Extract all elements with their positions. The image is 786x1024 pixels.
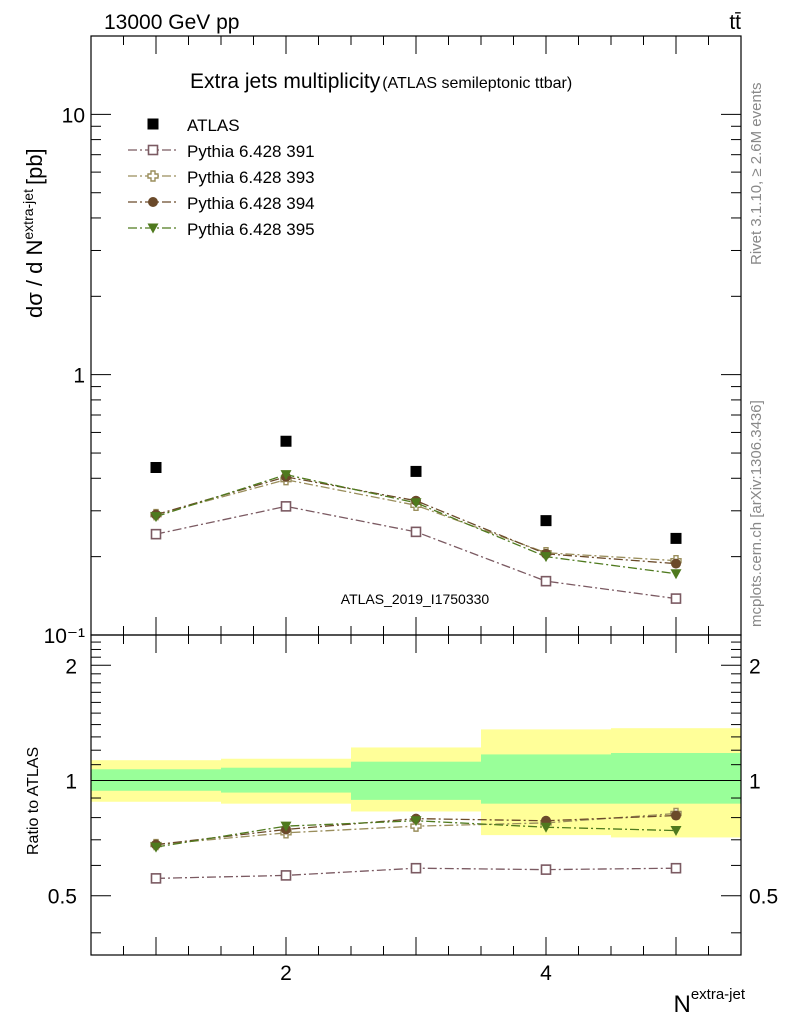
y-tick-label: 10⁻¹ bbox=[44, 625, 85, 648]
y-axis-label: dσ / d Nextra-jet [pb] bbox=[20, 148, 47, 318]
data-point bbox=[410, 465, 422, 477]
series-4 bbox=[150, 470, 682, 853]
x-axis-label-main: N bbox=[673, 991, 690, 1018]
legend: ATLAS Pythia 6.428 391 Pythia 6.428 393 Pyt… bbox=[128, 116, 315, 239]
data-point bbox=[410, 526, 422, 538]
legend-entry: ATLAS bbox=[147, 116, 240, 135]
series-line bbox=[155, 473, 677, 575]
legend-label: Pythia 6.428 395 bbox=[187, 220, 315, 239]
chart-title-main: Extra jets multiplicity bbox=[190, 70, 381, 93]
data-point bbox=[410, 498, 422, 509]
ratio-point bbox=[150, 873, 162, 884]
series-1 bbox=[150, 501, 682, 884]
ratio-point bbox=[670, 862, 682, 874]
ratio-tick-label-right: 1 bbox=[749, 771, 761, 794]
x-axis-label-sup: extra-jet bbox=[691, 986, 746, 1003]
data-point bbox=[670, 532, 682, 544]
data-point bbox=[670, 569, 682, 580]
legend-entry: Pythia 6.428 394 bbox=[128, 194, 315, 213]
legend-label: Pythia 6.428 393 bbox=[187, 168, 315, 187]
ratio-tick-label-right: 2 bbox=[749, 655, 761, 678]
ratio-tick-label-left: 1 bbox=[65, 771, 77, 794]
series-layer bbox=[150, 435, 682, 884]
legend-marker bbox=[147, 118, 159, 130]
ratio-point bbox=[150, 842, 162, 853]
legend-label: Pythia 6.428 394 bbox=[187, 194, 315, 213]
data-point bbox=[150, 512, 162, 523]
ratio-point bbox=[280, 821, 292, 832]
legend-entry: Pythia 6.428 393 bbox=[128, 168, 315, 187]
x-tick-label: 4 bbox=[540, 962, 552, 985]
tick-labels: 10⁻¹ 1 10 0.5 0.5 1 1 2 2 2 4 bbox=[44, 104, 779, 985]
data-point bbox=[150, 528, 162, 540]
legend-marker bbox=[147, 170, 159, 182]
x-tick-label: 2 bbox=[280, 962, 292, 985]
ratio-axis-label: Ratio to ATLAS bbox=[25, 747, 42, 855]
legend-entry: Pythia 6.428 395 bbox=[128, 220, 315, 239]
y-tick-label: 10 bbox=[62, 104, 85, 127]
data-point bbox=[540, 552, 552, 563]
analysis-tag: ATLAS_2019_I1750330 bbox=[341, 591, 490, 607]
ratio-point bbox=[410, 816, 422, 827]
y-axis-label-sup: extra-jet bbox=[20, 189, 36, 240]
y-axis-label-main: dσ / d N bbox=[22, 240, 47, 318]
ratio-point bbox=[540, 822, 552, 833]
rivet-label: Rivet 3.1.10, ≥ 2.6M events bbox=[748, 83, 765, 266]
legend-marker bbox=[147, 223, 159, 234]
data-point bbox=[280, 501, 292, 512]
ratio-point bbox=[671, 810, 681, 821]
series-line bbox=[155, 476, 677, 565]
band-inner bbox=[611, 753, 741, 804]
chart-subtitle: (ATLAS semileptonic ttbar) bbox=[382, 75, 572, 92]
data-point bbox=[150, 461, 162, 473]
energy-label: 13000 GeV pp bbox=[104, 11, 239, 34]
band-inner bbox=[481, 754, 611, 804]
data-point bbox=[670, 593, 682, 604]
ratio-tick-label-right: 0.5 bbox=[749, 886, 778, 909]
data-point bbox=[671, 558, 681, 569]
legend-entry: Pythia 6.428 391 bbox=[128, 142, 315, 161]
legend-marker bbox=[148, 197, 158, 207]
ratio-point bbox=[410, 862, 422, 874]
series-atlas bbox=[150, 435, 682, 544]
y-tick-label: 1 bbox=[73, 365, 85, 388]
ratio-point bbox=[670, 826, 682, 837]
mcplots-label: mcplots.cern.ch [arXiv:1306.3436] bbox=[748, 400, 765, 627]
process-label: tt̄ bbox=[729, 11, 741, 34]
legend-label: ATLAS bbox=[187, 116, 240, 135]
y-axis-label-unit: [pb] bbox=[22, 148, 47, 185]
data-point bbox=[280, 435, 292, 447]
series-line bbox=[155, 505, 677, 600]
ratio-point bbox=[280, 870, 292, 881]
ratio-tick-label-left: 0.5 bbox=[48, 886, 77, 909]
legend-label: Pythia 6.428 391 bbox=[187, 142, 315, 161]
ratio-point bbox=[540, 864, 552, 875]
x-axis-label: Nextra-jet bbox=[673, 986, 745, 1018]
legend-marker bbox=[147, 144, 159, 156]
data-point bbox=[280, 470, 292, 481]
data-point bbox=[540, 515, 552, 527]
chart-title: Extra jets multiplicity (ATLAS semilepton… bbox=[190, 70, 572, 93]
data-point bbox=[540, 575, 552, 587]
axis-ticks bbox=[91, 35, 741, 955]
ratio-tick-label-left: 2 bbox=[65, 655, 77, 678]
